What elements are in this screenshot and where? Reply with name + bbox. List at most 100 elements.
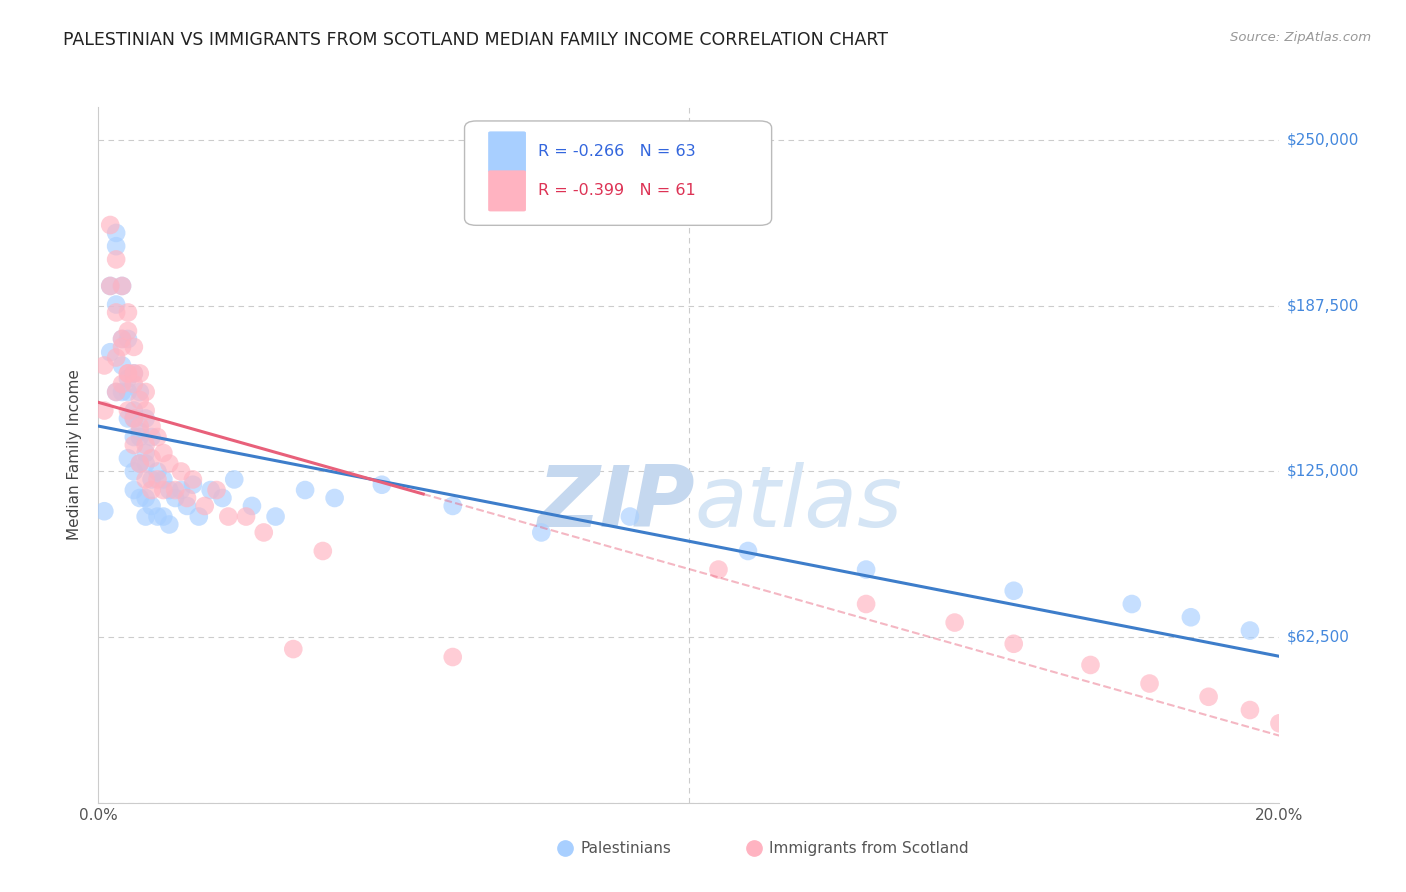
Point [111, 279, 134, 293]
Text: Source: ZipAtlas.com: Source: ZipAtlas.com [1230, 31, 1371, 45]
Point [283, 642, 305, 657]
Point [176, 491, 198, 505]
Point [122, 340, 145, 354]
Point [1239, 703, 1261, 717]
Point [117, 372, 139, 386]
Point [135, 472, 157, 486]
Point [1002, 637, 1025, 651]
Point [146, 509, 169, 524]
Text: Palestinians: Palestinians [581, 840, 671, 855]
Point [152, 446, 174, 460]
Point [441, 650, 464, 665]
Point [1268, 716, 1291, 731]
Point [165, 483, 187, 497]
Point [128, 491, 150, 505]
Point [128, 430, 150, 444]
Point [105, 252, 128, 267]
Point [141, 430, 163, 444]
Point [135, 411, 157, 425]
Point [224, 472, 246, 486]
Point [152, 472, 174, 486]
Y-axis label: Median Family Income: Median Family Income [67, 369, 83, 541]
Point [943, 615, 966, 630]
Point [1298, 722, 1320, 736]
Point [111, 332, 134, 346]
Point [294, 483, 316, 497]
Point [135, 403, 157, 417]
Point [128, 425, 150, 439]
Point [323, 491, 346, 505]
Point [122, 367, 145, 381]
Point [165, 491, 187, 505]
Point [122, 367, 145, 381]
Point [105, 297, 128, 311]
Point [122, 411, 145, 425]
Point [217, 509, 239, 524]
Point [312, 544, 335, 558]
Point [146, 430, 169, 444]
Point [105, 351, 128, 365]
Point [117, 403, 139, 417]
Point [141, 483, 163, 497]
Point [93, 403, 115, 417]
Point [152, 509, 174, 524]
Point [141, 419, 163, 434]
Point [105, 239, 128, 253]
Point [93, 504, 115, 518]
Point [235, 509, 257, 524]
Point [264, 509, 287, 524]
Point [737, 544, 759, 558]
FancyBboxPatch shape [464, 121, 772, 226]
Point [441, 499, 464, 513]
Point [117, 451, 139, 466]
Point [105, 226, 128, 240]
Point [371, 477, 394, 491]
Point [1239, 624, 1261, 638]
Point [1121, 597, 1143, 611]
Point [157, 517, 180, 532]
Point [141, 472, 163, 486]
Point [98, 218, 121, 232]
Point [619, 509, 641, 524]
Point [93, 359, 115, 373]
Point [530, 525, 553, 540]
Point [170, 465, 193, 479]
Text: $125,000: $125,000 [1286, 464, 1358, 479]
Point [135, 491, 157, 505]
Point [105, 384, 128, 399]
Text: PALESTINIAN VS IMMIGRANTS FROM SCOTLAND MEDIAN FAMILY INCOME CORRELATION CHART: PALESTINIAN VS IMMIGRANTS FROM SCOTLAND … [63, 31, 889, 49]
Point [111, 384, 134, 399]
Point [122, 438, 145, 452]
Point [117, 367, 139, 381]
Text: ZIP: ZIP [537, 462, 695, 545]
Point [1080, 657, 1102, 672]
Point [111, 279, 134, 293]
Point [176, 499, 198, 513]
Point [98, 345, 121, 359]
Point [98, 279, 121, 293]
Point [1180, 610, 1202, 624]
FancyBboxPatch shape [488, 170, 526, 211]
Point [1139, 676, 1161, 690]
Point [205, 483, 228, 497]
Point [855, 563, 877, 577]
Point [187, 509, 209, 524]
Point [117, 324, 139, 338]
Point [200, 483, 222, 497]
Point [128, 392, 150, 407]
Point [128, 457, 150, 471]
Point [98, 279, 121, 293]
Point [157, 457, 180, 471]
Point [122, 411, 145, 425]
Point [146, 465, 169, 479]
Text: R = -0.399   N = 61: R = -0.399 N = 61 [537, 184, 696, 198]
Point [122, 430, 145, 444]
Point [122, 483, 145, 497]
Text: atlas: atlas [695, 462, 903, 545]
Text: $62,500: $62,500 [1286, 630, 1350, 645]
FancyBboxPatch shape [488, 131, 526, 172]
Point [117, 384, 139, 399]
Point [128, 419, 150, 434]
Point [135, 438, 157, 452]
Point [240, 499, 263, 513]
